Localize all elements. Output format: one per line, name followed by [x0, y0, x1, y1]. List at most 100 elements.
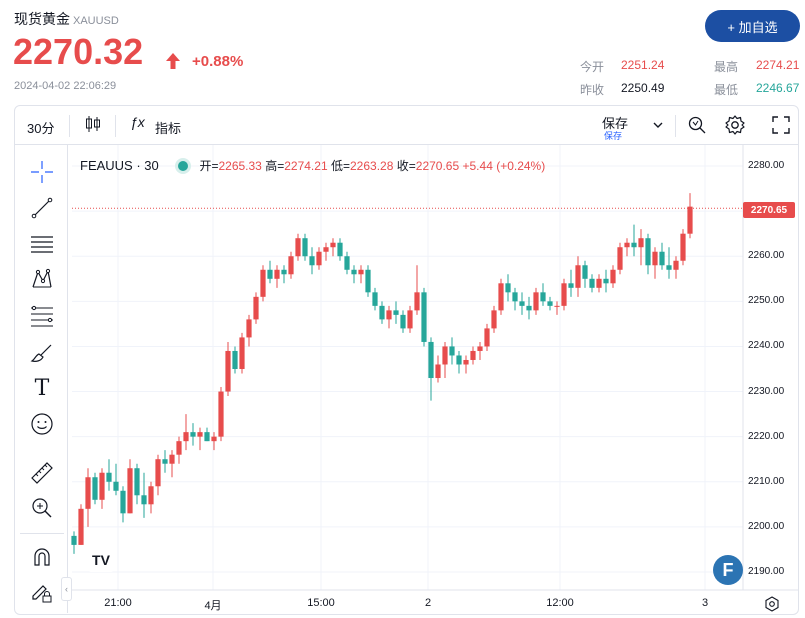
candle-body [316, 251, 322, 266]
candle-body [645, 238, 651, 266]
legend-high-value: 2274.21 [284, 159, 328, 173]
candle-body [120, 490, 126, 514]
save-button[interactable]: 保存 [602, 116, 629, 131]
legend-high-label: 高 [265, 159, 278, 173]
candle-body [610, 269, 616, 284]
candle-body [575, 265, 581, 288]
candle-body [435, 364, 441, 379]
change-percent: +0.88% [192, 53, 244, 70]
y-tick-label: 2220.00 [748, 430, 785, 442]
add-watchlist-button[interactable]: + 加自选 [705, 10, 800, 42]
x-tick-label: 3 [701, 597, 709, 609]
candle-body [162, 459, 168, 464]
candle-body [274, 269, 280, 279]
fib-icon[interactable] [27, 301, 57, 331]
candle-body [309, 256, 315, 266]
zoom-icon[interactable] [27, 493, 57, 523]
candle-body [414, 292, 420, 311]
candle-body [372, 292, 378, 306]
function-icon[interactable]: ƒx [130, 114, 145, 130]
y-tick-label: 2260.00 [748, 250, 785, 262]
candle-body [225, 350, 231, 392]
candle-body [85, 477, 91, 509]
candle-body [617, 247, 623, 270]
settings-hex-icon[interactable] [764, 596, 780, 617]
candle-body [176, 441, 182, 455]
horizontal-lines-icon[interactable] [27, 229, 57, 259]
candle-body [540, 292, 546, 302]
candle-body [337, 242, 343, 257]
text-icon[interactable]: T [34, 375, 50, 401]
candle-body [673, 260, 679, 270]
candle-body [498, 283, 504, 311]
candle-body [113, 481, 119, 491]
timestamp: 2024-04-02 22:06:29 [14, 80, 117, 92]
collapse-toolbar-button[interactable]: ‹ [61, 577, 72, 601]
candle-body [71, 535, 77, 545]
interval-selector[interactable]: 30分 [27, 121, 55, 136]
candle-body [631, 242, 637, 248]
candle-body [442, 346, 448, 365]
lock-pencil-icon[interactable] [27, 578, 57, 608]
candle-body [519, 301, 525, 306]
magnet-icon[interactable] [27, 542, 57, 572]
candle-body [505, 283, 511, 293]
candle-body [666, 265, 672, 270]
market-status-dot-icon [178, 161, 189, 171]
candle-body [533, 292, 539, 311]
candle-body [652, 251, 658, 266]
candle-body [246, 319, 252, 338]
instrument-symbol: XAUUSD [73, 15, 119, 27]
indicators-button[interactable]: 指标 [155, 121, 182, 136]
legend-change: +5.44 (+0.24%) [462, 159, 546, 173]
candle-body [204, 432, 210, 442]
candle-body [141, 495, 147, 505]
candle-body [239, 337, 245, 369]
pattern-icon[interactable] [27, 264, 57, 294]
fullscreen-icon[interactable] [771, 115, 791, 140]
candle-type-icon[interactable] [84, 114, 102, 139]
last-price-tag: 2270.65 [743, 202, 795, 218]
save-status: 保存 [604, 131, 623, 141]
candle-body [582, 265, 588, 279]
candle-body [687, 206, 693, 234]
candle-body [561, 283, 567, 306]
quick-search-icon[interactable] [687, 115, 707, 140]
candle-body [400, 314, 406, 329]
candle-body [512, 292, 518, 302]
candle-body [379, 305, 385, 320]
x-tick-label: 15:00 [307, 597, 335, 609]
chart-legend: FEAUUS · 30 开=2265.33 高=2274.21 低=2263.2… [80, 158, 546, 173]
current-price: 2270.32 [13, 31, 144, 72]
candle-body [386, 310, 392, 320]
y-tick-label: 2250.00 [748, 295, 785, 307]
tradingview-logo-icon[interactable]: TV [87, 548, 115, 572]
candle-body [281, 269, 287, 275]
chevron-down-icon[interactable] [652, 117, 664, 135]
prev-close-label: 昨收 [580, 83, 605, 97]
candle-body [638, 238, 644, 248]
candle-body [477, 346, 483, 351]
candle-body [568, 283, 574, 288]
trendline-icon[interactable] [27, 193, 57, 223]
candle-body [393, 310, 399, 315]
ruler-icon[interactable] [27, 458, 57, 488]
candle-body [232, 350, 238, 369]
brush-icon[interactable] [27, 338, 57, 368]
high-value: 2274.21 [756, 58, 800, 72]
candle-body [169, 454, 175, 464]
emoji-icon[interactable] [27, 409, 57, 439]
candle-body [603, 278, 609, 284]
gear-icon[interactable] [724, 114, 746, 141]
candle-body [421, 292, 427, 342]
candle-body [407, 310, 413, 329]
legend-close-value: 2270.65 [415, 159, 460, 173]
y-tick-label: 2200.00 [748, 520, 785, 532]
candle-body [547, 301, 553, 306]
y-tick-label: 2190.00 [748, 565, 785, 577]
candle-body [526, 305, 532, 311]
candle-body [92, 477, 98, 500]
crosshair-icon[interactable] [27, 157, 57, 187]
brand-logo-icon[interactable]: F [713, 555, 743, 585]
